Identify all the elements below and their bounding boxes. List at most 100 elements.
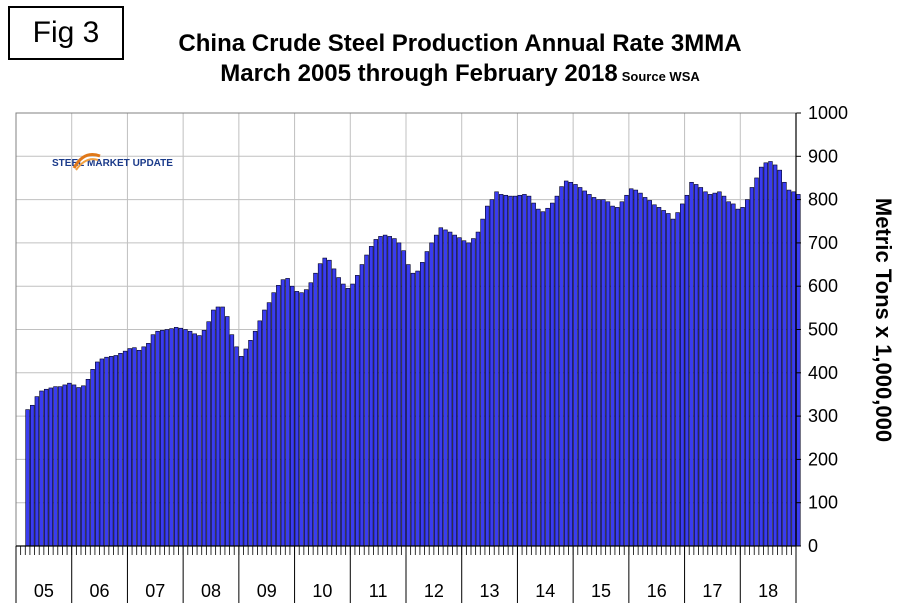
bar (99, 358, 105, 547)
bar (684, 194, 690, 547)
bar (735, 208, 741, 547)
bar (480, 218, 485, 547)
bar (280, 279, 286, 547)
bar (355, 275, 360, 547)
bar (438, 227, 444, 547)
bar (573, 184, 578, 547)
bar (466, 242, 471, 547)
bar (336, 277, 341, 547)
bar (526, 195, 532, 547)
bar (85, 378, 91, 547)
bar (67, 382, 72, 547)
y-tick-label: 900 (808, 146, 838, 166)
bar (471, 238, 476, 547)
figure-label: Fig 3 (8, 6, 124, 60)
bar (698, 187, 704, 547)
bar (554, 195, 560, 547)
bar (62, 384, 67, 547)
logo-swoosh-icon (72, 153, 101, 171)
bar (132, 347, 137, 547)
bar (173, 327, 179, 547)
bar (290, 285, 295, 547)
bar (108, 356, 114, 547)
bar (777, 169, 782, 547)
bar (596, 199, 601, 547)
y-tick-label: 800 (808, 190, 838, 210)
bar (368, 246, 374, 547)
bar (331, 268, 337, 547)
bar (745, 199, 750, 547)
bar (717, 191, 722, 547)
bar (424, 251, 430, 547)
bar (313, 272, 318, 547)
bar (712, 192, 717, 547)
bar (443, 229, 448, 547)
x-tick-labels: 05 06 07 08 09 10 11 12 13 14 15 16 17 18 (34, 581, 778, 601)
bar (225, 316, 230, 547)
bar (503, 194, 509, 547)
bar (220, 306, 225, 547)
y-tick-label: 100 (808, 493, 838, 513)
bar (104, 356, 109, 547)
bar (392, 238, 397, 547)
bar (215, 306, 221, 547)
bar (113, 355, 119, 547)
bar (740, 207, 745, 547)
bar (749, 187, 755, 547)
x-tick-label: 17 (702, 581, 722, 601)
bar (71, 384, 77, 547)
x-tick-label: 16 (647, 581, 667, 601)
bar (373, 239, 379, 547)
x-tick-label: 12 (424, 581, 444, 601)
chart-subtitle-row: March 2005 through February 2018 Source W… (140, 60, 780, 88)
bar (164, 329, 170, 547)
bar (285, 278, 290, 547)
bar (531, 202, 536, 547)
bar (322, 257, 327, 547)
bar (178, 327, 184, 547)
bar (731, 203, 736, 547)
bar (786, 189, 792, 547)
axes (15, 112, 801, 603)
bar (577, 187, 583, 547)
x-tick-label: 14 (535, 581, 555, 601)
bar (401, 250, 406, 547)
bar (638, 192, 643, 547)
bar (410, 272, 416, 547)
bar (317, 263, 323, 547)
bar (229, 334, 235, 547)
bar (675, 212, 680, 547)
bar (610, 205, 615, 547)
bar (433, 234, 439, 547)
bar (693, 184, 699, 547)
bar (791, 191, 796, 547)
bar (758, 166, 764, 547)
bar (475, 231, 481, 547)
bar (582, 190, 587, 547)
bar (234, 346, 239, 547)
bar (587, 194, 592, 547)
bar (489, 199, 495, 547)
chart-source: Source WSA (621, 69, 700, 84)
x-tick-label: 11 (369, 581, 388, 601)
bar (591, 197, 597, 547)
bar (299, 292, 304, 547)
logo-text-market-update: MARKET UPDATE (87, 158, 173, 169)
bar (39, 390, 44, 547)
bar (550, 202, 555, 547)
y-tick-label: 300 (808, 406, 838, 426)
bar (707, 194, 713, 547)
bar (155, 330, 160, 547)
bar (81, 385, 86, 547)
bar (568, 181, 574, 547)
bar (127, 348, 132, 547)
bar (498, 194, 504, 547)
bar-series (25, 161, 801, 547)
bar (782, 181, 787, 547)
bar (243, 348, 249, 547)
bar (540, 211, 546, 547)
y-tick-labels: 0 100 200 300 400 500 600 700 800 900 1000 (808, 103, 848, 556)
bar (522, 194, 527, 547)
bar (308, 282, 314, 547)
